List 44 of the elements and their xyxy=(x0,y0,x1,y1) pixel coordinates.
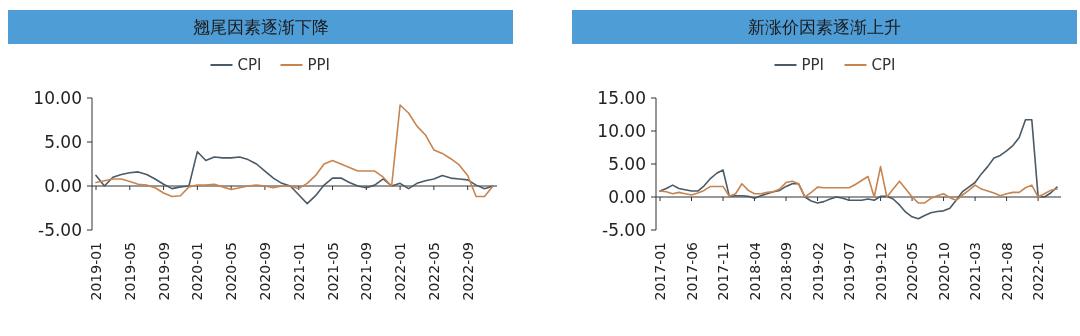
x-tick-label: 2021-01 xyxy=(290,242,307,301)
x-tick-label: 2020-10 xyxy=(935,242,952,301)
line-series xyxy=(95,104,494,198)
x-tick-label: 2017-01 xyxy=(652,242,668,301)
x-tick-label: 2019-01 xyxy=(88,242,104,301)
x-tick-label: 2022-01 xyxy=(392,242,409,301)
x-tick-label: 2018-04 xyxy=(746,241,763,301)
x-tick-label: 2021-03 xyxy=(967,242,984,301)
chart-title: 翘尾因素逐渐下降 xyxy=(192,17,329,37)
legend-label: CPI xyxy=(871,56,896,74)
x-tick-label: 2020-05 xyxy=(904,242,921,301)
legend-label: PPI xyxy=(801,56,825,74)
x-tick-label: 2022-01 xyxy=(1030,242,1047,301)
x-tick-label: 2019-09 xyxy=(155,242,172,301)
x-tick-label: 2020-09 xyxy=(256,242,273,301)
y-tick-label: 5.00 xyxy=(44,132,82,152)
x-tick-label: 2017-11 xyxy=(715,242,732,301)
y-tick-label: 15.00 xyxy=(597,88,646,108)
x-tick-label: 2021-09 xyxy=(358,242,375,301)
x-tick-label: 2021-08 xyxy=(998,242,1015,301)
x-tick-label: 2017-06 xyxy=(683,241,700,301)
x-tick-label: 2022-05 xyxy=(425,242,442,301)
y-tick-label: 0.00 xyxy=(44,176,82,196)
line-series xyxy=(659,118,1058,220)
line-series xyxy=(95,150,494,205)
line-series xyxy=(659,165,1058,204)
x-tick-label: 2019-12 xyxy=(872,242,889,301)
legend-label: CPI xyxy=(237,56,262,74)
x-tick-label: 2022-09 xyxy=(459,242,476,301)
x-tick-label: 2018-09 xyxy=(778,242,795,301)
x-tick-label: 2020-01 xyxy=(189,242,206,301)
legend-label: PPI xyxy=(307,56,331,74)
y-tick-label: 10.00 xyxy=(597,121,646,141)
y-tick-label: 0.00 xyxy=(608,187,646,207)
x-tick-label: 2019-07 xyxy=(841,242,858,301)
y-tick-label: 5.00 xyxy=(608,154,646,174)
x-tick-label: 2019-02 xyxy=(809,242,826,301)
chart-title: 新涨价因素逐渐上升 xyxy=(748,17,901,37)
y-tick-label: -5.00 xyxy=(38,220,82,240)
y-tick-label: -5.00 xyxy=(602,220,646,240)
x-tick-label: 2019-05 xyxy=(121,242,138,301)
x-tick-label: 2021-05 xyxy=(324,242,341,301)
y-tick-label: 10.00 xyxy=(33,88,82,108)
x-tick-label: 2020-05 xyxy=(223,242,240,301)
